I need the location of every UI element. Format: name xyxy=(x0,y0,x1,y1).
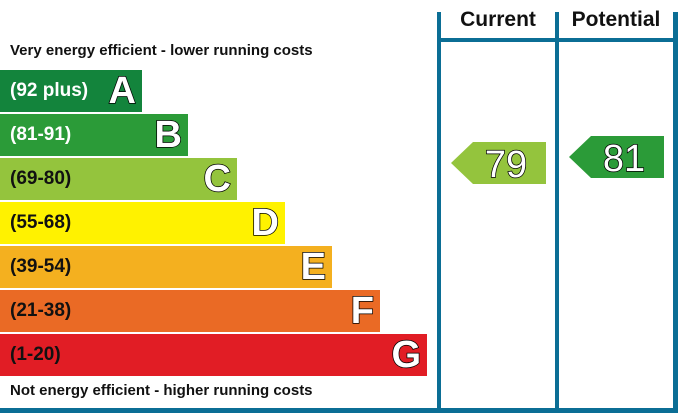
header-divider xyxy=(437,38,678,42)
frame-left xyxy=(437,12,441,412)
band-letter: A xyxy=(108,70,137,112)
band-range: (55-68) xyxy=(10,212,72,233)
band-range: (1-20) xyxy=(10,344,61,365)
band-c: (69-80) C xyxy=(0,158,237,200)
current-rating-arrow-value: 79 xyxy=(485,144,527,186)
band-range: (39-54) xyxy=(10,256,72,277)
band-range: (81-91) xyxy=(10,124,72,145)
frame-right xyxy=(673,12,678,412)
band-range: (21-38) xyxy=(10,300,72,321)
band-letter: E xyxy=(300,246,327,288)
band-f: (21-38) F xyxy=(0,290,380,332)
frame-bottom xyxy=(0,408,678,413)
band-e: (39-54) E xyxy=(0,246,332,288)
band-g: (1-20) G xyxy=(0,334,427,376)
band-d: (55-68) D xyxy=(0,202,285,244)
band-letter: B xyxy=(154,114,183,156)
band-letter: G xyxy=(391,334,422,376)
band-letter: F xyxy=(350,290,375,332)
potential-rating-arrow: 81 xyxy=(569,136,664,181)
band-a: (92 plus) A xyxy=(0,70,142,112)
current-rating-arrow-shape xyxy=(451,142,546,184)
band-b: (81-91) B xyxy=(0,114,188,156)
current-rating-arrow: 79 xyxy=(451,142,546,187)
potential-rating-arrow-value: 81 xyxy=(603,138,645,180)
band-letter: C xyxy=(203,158,232,200)
potential-rating-arrow-shape xyxy=(569,136,664,178)
top-caption: Very energy efficient - lower running co… xyxy=(10,42,313,59)
frame-middle xyxy=(555,12,559,412)
band-range: (69-80) xyxy=(10,168,72,189)
header-current: Current xyxy=(460,8,536,31)
band-letter: D xyxy=(251,202,280,244)
header-potential: Potential xyxy=(571,8,661,31)
bottom-caption: Not energy efficient - higher running co… xyxy=(10,382,313,399)
band-range: (92 plus) xyxy=(10,80,89,101)
